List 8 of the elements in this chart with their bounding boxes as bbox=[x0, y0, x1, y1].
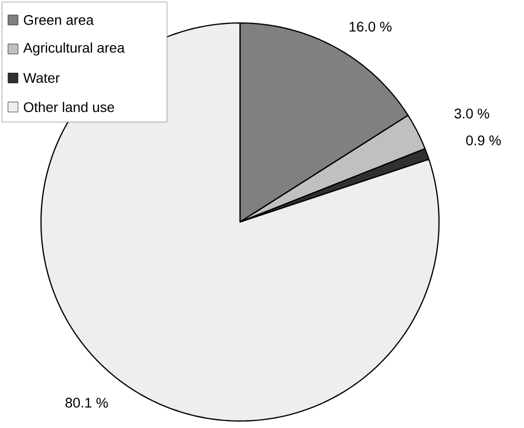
legend-label: Other land use bbox=[24, 102, 114, 112]
legend-label: Agricultural area bbox=[23, 42, 125, 56]
legend-label: Green area bbox=[24, 15, 94, 25]
legend-label: Water bbox=[23, 73, 60, 83]
data-label: 0.9 % bbox=[466, 135, 501, 146]
data-label: 16.0 % bbox=[350, 22, 392, 32]
data-label: 3.0 % bbox=[454, 108, 490, 119]
data-label: 80.1 % bbox=[66, 398, 108, 408]
